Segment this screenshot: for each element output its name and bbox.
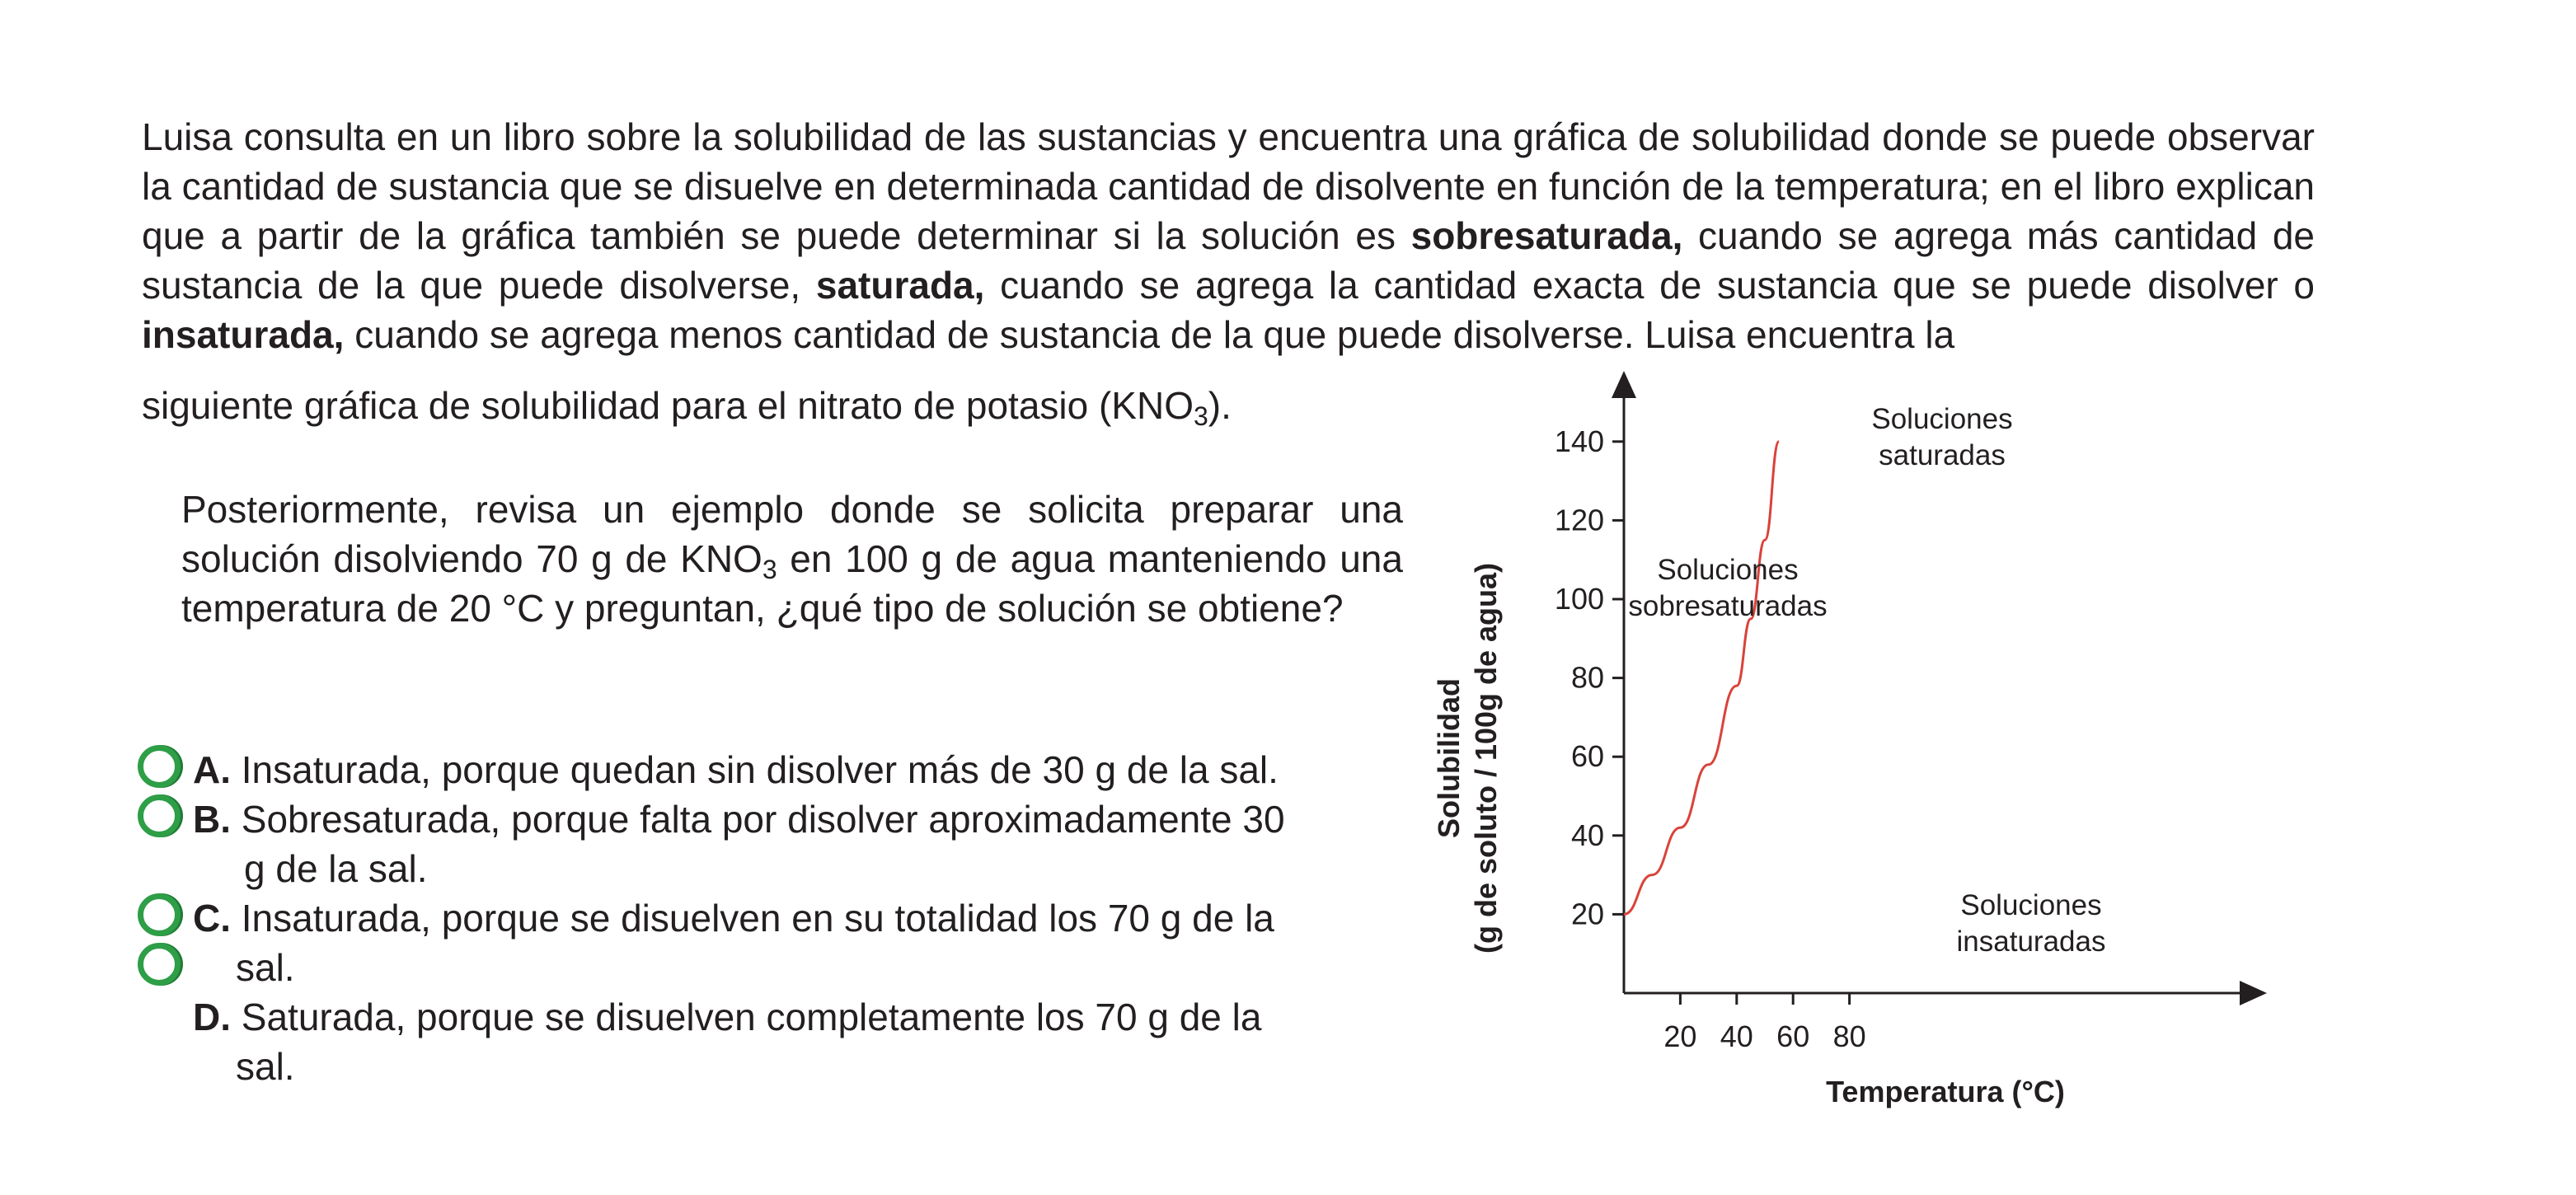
annotation-saturadas: Soluciones saturadas [1871, 403, 2012, 471]
x-tick-label: 80 [1833, 1019, 1866, 1053]
y-tick-label: 120 [1555, 503, 1604, 537]
y-axis-label-line1: Solubilidad [1432, 678, 1466, 838]
x-tick-label: 60 [1776, 1019, 1809, 1053]
radio-icon[interactable] [138, 745, 181, 788]
solubility-chart: 20 40 60 80 20 40 60 80 100 120 140 Temperatura (°… [1432, 371, 2267, 1108]
annotation-sobresaturadas: Soluciones sobresaturadas [1628, 554, 1827, 622]
option-d[interactable]: D. Saturada, porque se disuelven complet… [193, 996, 1262, 1088]
intro-last-line: siguiente gráfica de solubilidad para el… [142, 384, 1232, 431]
term-insaturada: insaturada, [142, 313, 345, 356]
svg-text:insaturadas: insaturadas [1957, 926, 2106, 958]
term-sobresaturada: sobresaturada, [1410, 214, 1683, 257]
svg-text:saturadas: saturadas [1879, 439, 2006, 471]
radio-icon[interactable] [138, 893, 181, 936]
y-axis-label: Solubilidad (g de soluto / 100g de agua) [1432, 563, 1503, 954]
option-c[interactable]: C. Insaturada, porque se disuelven en su… [193, 897, 1274, 989]
y-tick-label: 40 [1571, 818, 1604, 852]
radio-icon[interactable] [138, 943, 181, 986]
term-saturada: saturada, [815, 264, 985, 307]
svg-text:Soluciones: Soluciones [1871, 403, 2012, 435]
y-tick-label: 80 [1571, 661, 1604, 695]
y-tick-label: 140 [1555, 424, 1604, 458]
x-tick-label: 40 [1720, 1019, 1753, 1053]
option-a[interactable]: A. Insaturada, porque quedan sin disolve… [193, 748, 1279, 791]
y-axis-label-line2: (g de soluto / 100g de agua) [1469, 563, 1503, 954]
annotation-insaturadas: Soluciones insaturadas [1957, 889, 2106, 958]
svg-text:sobresaturadas: sobresaturadas [1628, 590, 1827, 622]
y-tick-label: 60 [1571, 739, 1604, 773]
svg-text:Soluciones: Soluciones [1960, 889, 2101, 921]
example-paragraph: Posteriormente, revisa un ejemplo donde … [181, 488, 1403, 630]
x-tick-label: 20 [1663, 1019, 1696, 1053]
y-tick-label: 20 [1571, 897, 1604, 930]
x-axis-label: Temperatura (°C) [1826, 1075, 2065, 1108]
svg-text:Soluciones: Soluciones [1657, 554, 1798, 586]
radio-icon[interactable] [138, 794, 181, 837]
solubility-curve [1623, 440, 1781, 916]
y-tick-label: 100 [1555, 582, 1604, 616]
option-b[interactable]: B. Sobresaturada, porque falta por disol… [193, 798, 1285, 890]
intro-paragraph: Luisa consulta en un libro sobre la solu… [142, 115, 2315, 356]
